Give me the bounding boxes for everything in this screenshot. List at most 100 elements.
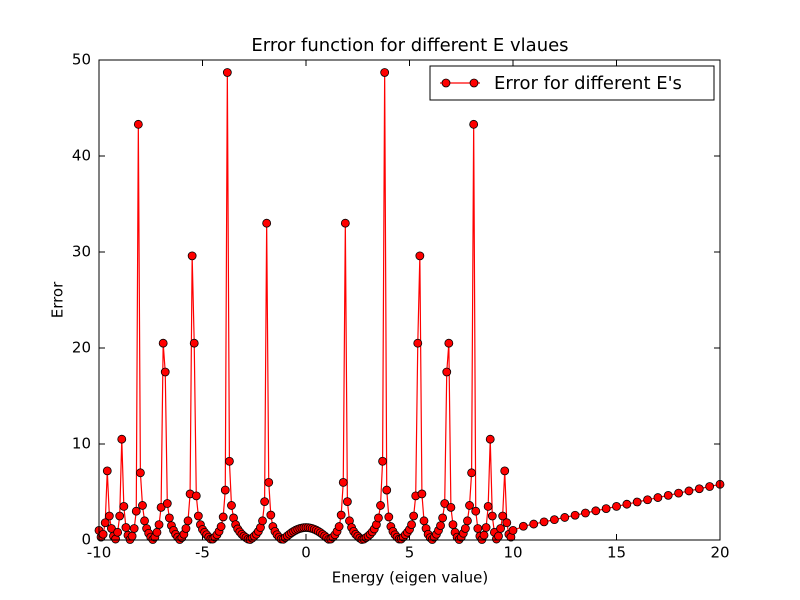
x-tick-label: 5 xyxy=(405,544,415,562)
data-point xyxy=(419,516,429,526)
data-point xyxy=(494,531,503,541)
data-point xyxy=(415,251,425,261)
data-point xyxy=(216,522,226,531)
data-point xyxy=(189,338,199,348)
legend-marker xyxy=(469,78,479,88)
data-point xyxy=(465,501,474,510)
data-point xyxy=(100,518,110,528)
data-point xyxy=(409,511,419,521)
data-point xyxy=(225,456,234,466)
data-point xyxy=(560,513,570,522)
data-point xyxy=(413,338,423,348)
data-point xyxy=(154,520,164,530)
data-point xyxy=(162,499,172,508)
data-point xyxy=(467,468,477,478)
axes-frame xyxy=(98,59,721,541)
data-point xyxy=(694,484,704,494)
data-point xyxy=(138,501,147,510)
data-point xyxy=(334,522,344,531)
data-point xyxy=(260,497,270,507)
data-point xyxy=(705,482,715,491)
data-point xyxy=(133,119,143,129)
data-point xyxy=(374,513,383,523)
data-point xyxy=(158,338,168,348)
data-point xyxy=(436,521,445,530)
y-tick-label: 10 xyxy=(72,435,91,453)
data-point xyxy=(140,516,149,526)
data-point xyxy=(380,68,390,77)
y-tick-label: 20 xyxy=(72,339,91,357)
data-point xyxy=(438,513,448,523)
data-point xyxy=(446,502,456,512)
data-point xyxy=(164,513,174,523)
data-point xyxy=(539,517,549,527)
data-point xyxy=(674,488,683,498)
data-point xyxy=(262,218,272,228)
data-point xyxy=(591,506,601,516)
data-point xyxy=(684,486,694,496)
data-point xyxy=(264,477,274,487)
legend-label: Error for different E's xyxy=(494,73,682,94)
data-point xyxy=(160,367,170,377)
data-point xyxy=(407,520,416,530)
data-point xyxy=(496,524,505,533)
data-point xyxy=(378,456,387,466)
data-point xyxy=(581,508,590,518)
data-point xyxy=(338,477,348,487)
data-point xyxy=(508,526,518,535)
data-point xyxy=(448,520,458,530)
data-point xyxy=(121,523,131,532)
data-point xyxy=(152,527,162,537)
x-axis-label: Energy (eigen value) xyxy=(332,569,488,587)
data-point xyxy=(340,218,350,228)
data-point xyxy=(471,506,481,516)
data-point xyxy=(115,511,125,521)
data-point xyxy=(622,499,632,509)
data-point xyxy=(135,468,145,478)
data-point xyxy=(258,516,267,526)
data-point xyxy=(498,511,508,521)
data-point xyxy=(218,512,228,522)
data-point xyxy=(550,515,559,525)
data-point xyxy=(191,491,201,501)
data-point xyxy=(417,489,427,499)
y-axis-label: Error xyxy=(49,281,67,318)
y-tick-label: 30 xyxy=(72,243,91,261)
data-point xyxy=(518,521,528,531)
data-point xyxy=(220,485,230,495)
data-point xyxy=(117,434,127,444)
data-point xyxy=(473,524,483,533)
data-point xyxy=(193,511,203,521)
data-point xyxy=(612,501,621,511)
y-tick-label: 50 xyxy=(72,51,91,69)
data-point xyxy=(469,119,479,129)
data-point xyxy=(485,434,495,444)
data-point xyxy=(479,530,489,540)
data-point xyxy=(113,527,123,537)
data-point xyxy=(156,502,166,512)
data-point xyxy=(463,516,472,526)
data-point xyxy=(500,466,510,476)
data-point xyxy=(222,68,232,77)
x-tick-label: 20 xyxy=(710,544,729,562)
data-point xyxy=(601,504,611,514)
data-point xyxy=(129,524,139,533)
data-point xyxy=(342,497,352,507)
data-point xyxy=(653,493,663,502)
data-point xyxy=(442,367,452,377)
data-point xyxy=(440,499,450,508)
data-point xyxy=(382,485,392,495)
data-point xyxy=(336,510,346,520)
data-point xyxy=(384,512,394,522)
data-point xyxy=(487,511,497,521)
x-tick-label: -5 xyxy=(195,544,210,562)
data-point xyxy=(104,511,114,521)
data-point xyxy=(483,501,493,511)
x-tick-label: 15 xyxy=(607,544,626,562)
y-tick-label: 40 xyxy=(72,147,91,165)
data-point xyxy=(98,529,108,539)
data-point xyxy=(460,524,470,533)
data-point xyxy=(187,251,197,261)
x-tick-label: -10 xyxy=(87,544,112,562)
